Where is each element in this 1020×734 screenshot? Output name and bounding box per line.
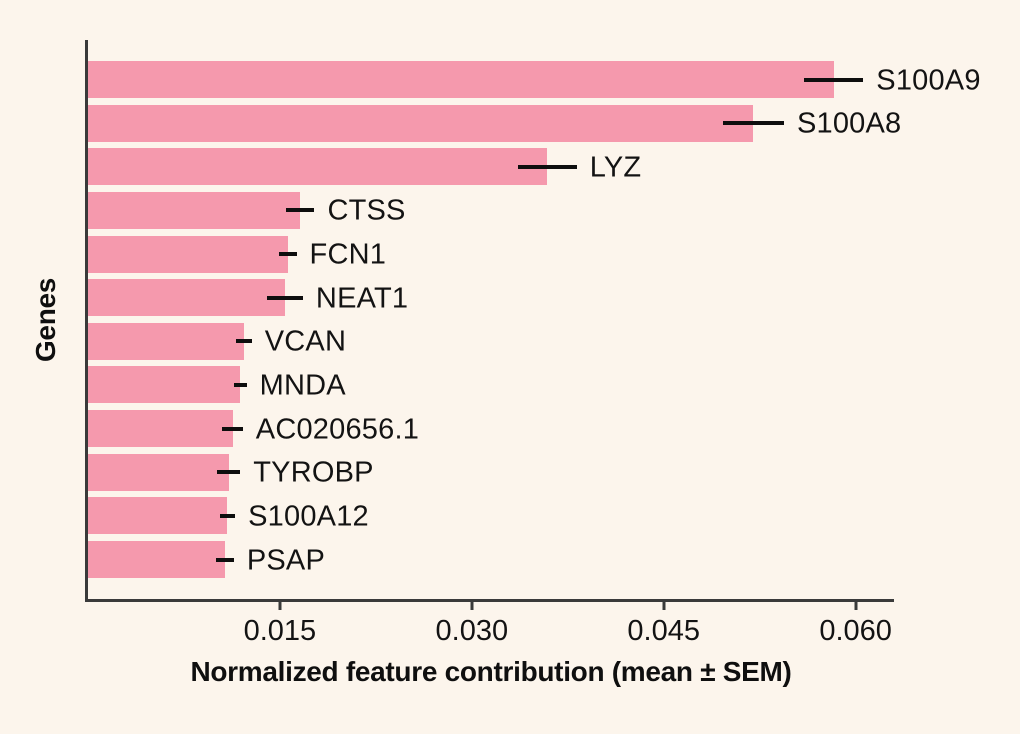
x-tick-mark-0.015 [278,602,282,610]
x-tick-mark-0.045 [662,602,666,610]
bar-PSAP [88,541,225,578]
bar-S100A9 [88,61,834,98]
bar-label-TYROBP: TYROBP [253,456,374,489]
y-axis-line [85,40,88,602]
error-bar-S100A8 [722,121,784,126]
bar-MNDA [88,366,241,404]
bar-TYROBP [88,453,229,491]
error-bar-MNDA [233,382,247,387]
error-bar-PSAP [215,557,234,562]
bar-S100A12 [88,497,228,535]
bar-label-S100A12: S100A12 [248,500,369,533]
error-bar-TYROBP [217,470,241,475]
bar-label-S100A9: S100A9 [876,64,981,96]
bar-label-AC020656.1: AC020656.1 [255,413,420,446]
error-bar-VCAN [236,339,252,344]
error-bar-FCN1 [278,252,297,257]
bar-LYZ [88,148,548,186]
error-bar-S100A12 [219,513,236,518]
plot-area: S100A9 S100A8 LYZ CTSS FCN1 NEAT1 VCAN MNDA AC02… [85,40,980,647]
bar-FCN1 [88,235,288,273]
bar-label-CTSS: CTSS [327,194,406,227]
bar-label-FCN1: FCN1 [309,238,387,271]
error-bar-AC020656.1 [222,426,243,431]
error-bar-CTSS [286,208,315,213]
bar-CTSS [88,191,301,229]
bar-S100A8 [88,104,754,142]
x-axis-title: Normalized feature contribution (mean ± … [190,656,792,687]
bar-label-PSAP: PSAP [246,544,326,576]
bar-label-LYZ: LYZ [589,151,642,184]
bar-label-VCAN: VCAN [264,325,347,358]
bar-NEAT1 [88,279,286,317]
x-tick-label-0.030: 0.030 [435,615,509,647]
bar-label-NEAT1: NEAT1 [315,282,409,315]
x-tick-mark-0.060 [854,602,858,610]
bar-VCAN [88,322,245,360]
x-tick-mark-0.030 [470,602,474,610]
error-bar-S100A9 [804,77,864,82]
x-tick-label-0.060: 0.060 [819,615,892,647]
bar-AC020656.1 [88,410,233,448]
x-tick-label-0.045: 0.045 [627,615,700,647]
error-bar-NEAT1 [267,295,303,300]
bar-label-MNDA: MNDA [259,369,346,402]
y-axis-title: Genes [30,277,61,363]
x-tick-label-0.015: 0.015 [243,615,317,647]
error-bar-LYZ [517,164,577,169]
bar-label-S100A8: S100A8 [796,107,902,140]
x-axis-line [85,599,894,602]
